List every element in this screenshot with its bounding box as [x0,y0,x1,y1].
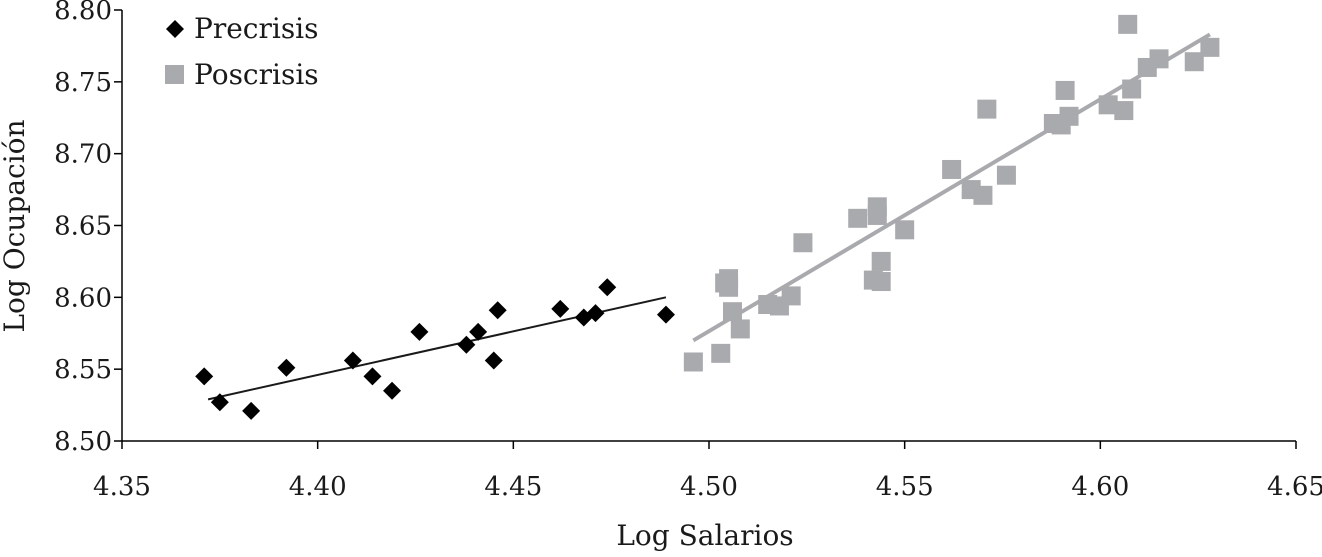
legend-item-precrisis: Precrisis [166,12,319,45]
y-tick-label: 8.60 [54,283,112,313]
point-precrisis [363,367,382,386]
x-tick-label: 4.45 [484,472,542,502]
point-precrisis [242,401,261,420]
point-poscrisis [1098,95,1118,115]
point-poscrisis [719,277,739,297]
legend-label-poscrisis: Poscrisis [194,58,319,91]
point-poscrisis [1059,106,1079,126]
point-poscrisis [793,233,813,253]
y-axis-title: Log Ocupación [0,119,31,332]
point-poscrisis [722,302,742,322]
point-poscrisis [711,343,731,363]
x-tick-label: 4.55 [876,472,934,502]
point-poscrisis [1184,52,1204,72]
point-precrisis [656,305,675,324]
legend-label-precrisis: Precrisis [194,12,319,45]
y-tick-label: 8.50 [54,427,112,457]
point-precrisis [195,367,214,386]
y-ticks: 8.50 8.55 8.60 8.65 8.70 8.75 8.80 [54,0,122,457]
point-precrisis [488,301,507,320]
point-poscrisis [867,205,887,225]
point-poscrisis [942,159,962,179]
x-tick-label: 4.35 [93,472,151,502]
data-points [195,14,1220,420]
point-poscrisis [977,99,997,119]
x-ticks: 4.35 4.40 4.45 4.50 4.55 4.60 4.65 [93,441,1322,502]
point-poscrisis [1114,101,1134,121]
point-poscrisis [871,251,891,271]
y-tick-label: 8.55 [54,355,112,385]
point-precrisis [383,381,402,400]
point-poscrisis [730,319,750,339]
legend-square-marker [165,65,184,84]
point-precrisis [598,278,617,297]
y-tick-label: 8.80 [54,0,112,26]
point-poscrisis [1149,49,1169,69]
legend: Precrisis Poscrisis [165,12,319,91]
point-precrisis [484,351,503,370]
point-poscrisis [1122,79,1142,99]
point-poscrisis [871,272,891,292]
point-precrisis [210,393,229,412]
point-poscrisis [848,208,868,228]
point-precrisis [277,358,296,377]
point-precrisis [551,299,570,318]
legend-diamond-marker [166,20,184,38]
point-poscrisis [973,185,993,205]
x-tick-label: 4.60 [1071,472,1129,502]
point-poscrisis [1055,80,1075,100]
y-tick-label: 8.65 [54,212,112,242]
point-poscrisis [1200,37,1220,57]
x-tick-label: 4.50 [680,472,738,502]
point-poscrisis [1118,14,1138,34]
point-precrisis [457,335,476,354]
x-axis-title: Log Salarios [616,519,793,552]
legend-item-poscrisis: Poscrisis [165,58,319,91]
point-poscrisis [996,165,1016,185]
point-poscrisis [683,352,703,372]
point-precrisis [343,351,362,370]
point-precrisis [469,322,488,341]
x-tick-label: 4.40 [289,472,347,502]
point-poscrisis [781,286,801,306]
point-precrisis [410,322,429,341]
x-tick-label: 4.65 [1267,472,1322,502]
point-precrisis [586,304,605,323]
y-tick-label: 8.70 [54,140,112,170]
y-tick-label: 8.75 [54,68,112,98]
point-poscrisis [895,220,915,240]
